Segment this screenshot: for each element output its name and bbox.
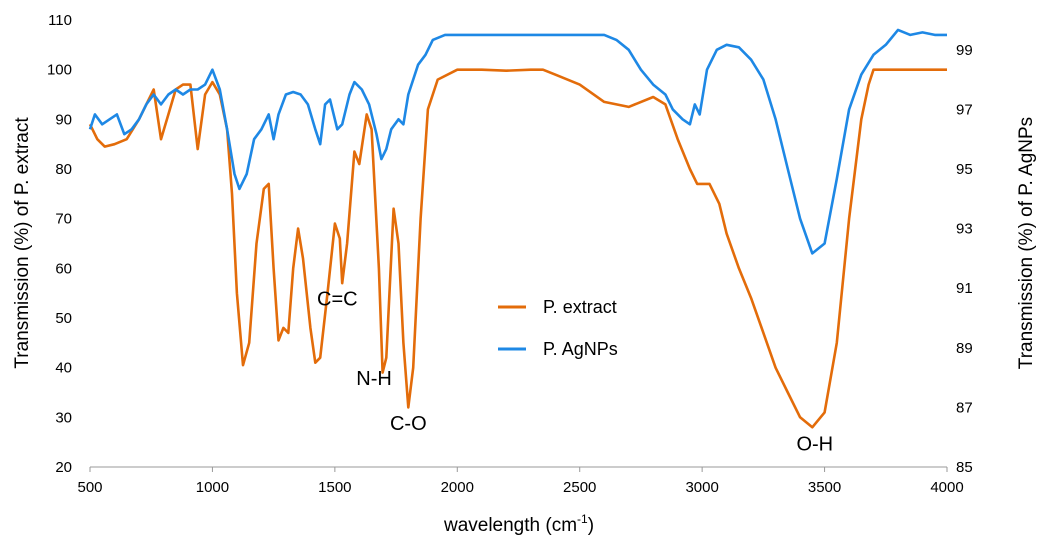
x-tick-label: 3500 (808, 479, 841, 496)
y-left-tick-label: 50 (55, 310, 72, 327)
annotations-layer: C=C N-H C-O O-H (317, 289, 833, 456)
y-right-tick-label: 87 (956, 399, 973, 416)
legend-label-agnps: P. AgNPs (543, 339, 618, 359)
ticks-layer: 500 1000 1500 2000 2500 3000 3500 4000 20 30 40 50 6… (47, 12, 973, 496)
x-tick-label: 1500 (318, 479, 351, 496)
annotation-label: C-O (390, 413, 427, 435)
y-right-tick-label: 95 (956, 161, 973, 178)
y-axis-left-title: Transmission (%) of P. extract (12, 117, 33, 369)
y-right-tick-label: 99 (956, 42, 973, 59)
x-tick-label: 3000 (685, 479, 718, 496)
legend-label-extract: P. extract (543, 297, 617, 317)
y-left-tick-label: 20 (55, 459, 72, 476)
y-right-tick-label: 89 (956, 340, 973, 357)
legend: P. extract P. AgNPs (498, 297, 618, 359)
y-right-tick-label: 91 (956, 280, 973, 297)
y-axis-right-title: Transmission (%) of P. AgNPs (1016, 117, 1037, 369)
series-line-agnps (88, 28, 947, 255)
x-tick-label: 4000 (930, 479, 963, 496)
y-left-tick-label: 110 (48, 12, 72, 29)
annotation-label: O-H (796, 434, 833, 456)
x-tick-label: 2500 (563, 479, 596, 496)
x-tick-label: 2000 (441, 479, 474, 496)
series-line-extract (88, 68, 947, 429)
x-axis-title: wavelength (cm-1) (443, 512, 594, 536)
y-left-tick-label: 80 (55, 161, 72, 178)
annotation-label: C=C (317, 289, 358, 311)
y-left-tick-label: 30 (55, 409, 72, 426)
series-layer (88, 28, 947, 429)
y-left-tick-label: 100 (47, 62, 72, 79)
y-right-tick-label: 85 (956, 459, 973, 476)
y-left-tick-label: 70 (55, 211, 72, 228)
y-left-tick-label: 40 (55, 360, 72, 377)
y-left-tick-label: 90 (55, 111, 72, 128)
x-tick-label: 500 (77, 479, 102, 496)
x-tick-label: 1000 (196, 479, 229, 496)
annotation-label: N-H (356, 368, 392, 390)
y-right-tick-label: 93 (956, 221, 973, 238)
y-right-tick-label: 97 (956, 101, 973, 118)
y-left-tick-label: 60 (55, 260, 72, 277)
